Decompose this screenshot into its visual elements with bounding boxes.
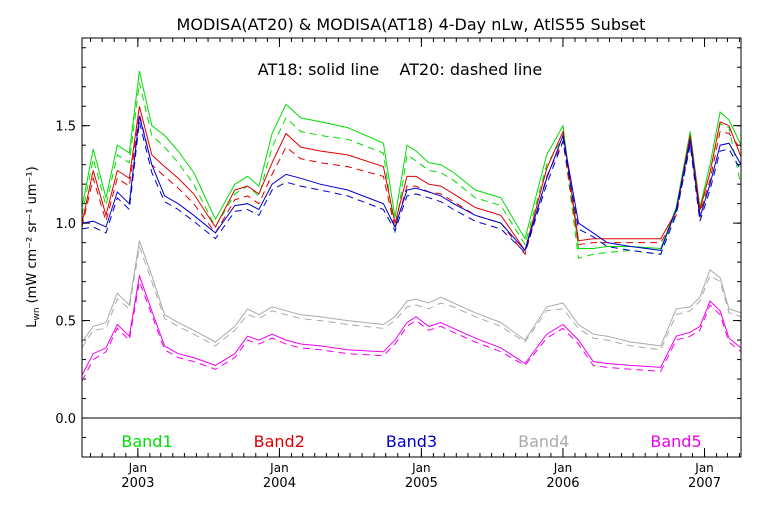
y-axis-label-symbol: L: [25, 320, 40, 328]
x-tick-year-label: 2006: [546, 476, 579, 491]
y-tick-label: 0.5: [55, 315, 76, 330]
band4-at20-dashed-line: [82, 246, 741, 351]
y-tick-label: 1.0: [55, 217, 76, 232]
plot-frame: [81, 37, 742, 458]
x-tick-year-label: 2004: [263, 476, 296, 491]
band3-at18-solid-line: [82, 115, 741, 252]
x-tick-year-label: 2005: [405, 476, 438, 491]
y-tick-label: 1.5: [55, 120, 76, 135]
x-tick-month-label: Jan: [128, 461, 148, 475]
tick-layer: 0.00.51.01.5Jan2003Jan2004Jan2005Jan2006…: [55, 38, 741, 491]
legend-item-band3: Band3: [386, 432, 437, 451]
x-tick-month-label: Jan: [411, 461, 431, 475]
band3-at20-dashed-line: [82, 121, 741, 255]
series-layer: [82, 70, 741, 382]
band5-at20-dashed-line: [82, 279, 741, 382]
chart-annotation: AT18: solid line AT20: dashed line: [258, 60, 543, 79]
y-axis-label: Lwn (mW cm⁻² sr⁻¹ um⁻¹): [25, 166, 42, 327]
y-axis-label-subscript: wn: [32, 307, 42, 320]
legend-item-band2: Band2: [254, 432, 305, 451]
y-axis-label-units: (mW cm⁻² sr⁻¹ um⁻¹): [25, 166, 40, 303]
x-tick-month-label: Jan: [269, 461, 289, 475]
chart-title: MODISA(AT20) & MODISA(AT18) 4-Day nLw, A…: [177, 15, 646, 34]
legend-item-band5: Band5: [650, 432, 701, 451]
legend: Band1 Band2 Band3 Band4 Band5: [121, 432, 701, 451]
band5-at18-solid-line: [82, 273, 741, 376]
x-tick-month-label: Jan: [553, 461, 573, 475]
y-tick-label: 0.0: [55, 412, 76, 427]
x-tick-year-label: 2007: [688, 476, 721, 491]
legend-item-band1: Band1: [121, 432, 172, 451]
band1-at18-solid-line: [82, 70, 741, 250]
band4-at18-solid-line: [82, 240, 741, 347]
x-tick-month-label: Jan: [694, 461, 714, 475]
band2-at20-dashed-line: [82, 113, 741, 256]
x-tick-year-label: 2003: [121, 476, 154, 491]
band2-at18-solid-line: [82, 106, 741, 252]
legend-item-band4: Band4: [518, 432, 569, 451]
